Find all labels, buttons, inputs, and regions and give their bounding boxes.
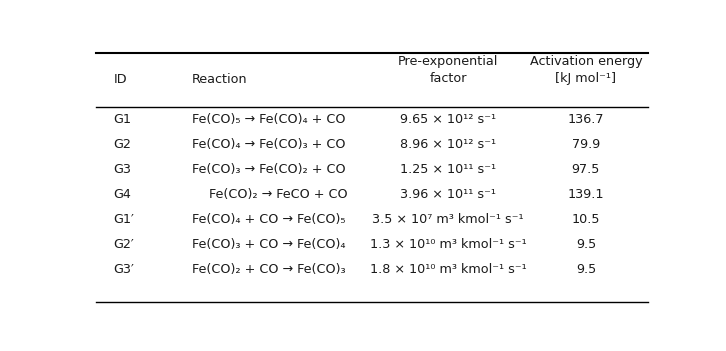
Text: 8.96 × 10¹² s⁻¹: 8.96 × 10¹² s⁻¹ (400, 138, 496, 151)
Text: G2: G2 (113, 138, 131, 151)
Text: 9.5: 9.5 (576, 264, 596, 277)
Text: 97.5: 97.5 (571, 163, 600, 176)
Text: 9.5: 9.5 (576, 238, 596, 251)
Text: G1: G1 (113, 113, 131, 126)
Text: G3′: G3′ (113, 264, 134, 277)
Text: Fe(CO)₄ + CO → Fe(CO)₅: Fe(CO)₄ + CO → Fe(CO)₅ (192, 213, 346, 226)
Text: Activation energy
[kJ mol⁻¹]: Activation energy [kJ mol⁻¹] (529, 55, 643, 86)
Text: G3: G3 (113, 163, 131, 176)
Text: Fe(CO)₅ → Fe(CO)₄ + CO: Fe(CO)₅ → Fe(CO)₄ + CO (192, 113, 346, 126)
Text: 1.25 × 10¹¹ s⁻¹: 1.25 × 10¹¹ s⁻¹ (400, 163, 496, 176)
Text: 1.8 × 10¹⁰ m³ kmol⁻¹ s⁻¹: 1.8 × 10¹⁰ m³ kmol⁻¹ s⁻¹ (370, 264, 526, 277)
Text: Fe(CO)₃ + CO → Fe(CO)₄: Fe(CO)₃ + CO → Fe(CO)₄ (192, 238, 346, 251)
Text: Fe(CO)₂ + CO → Fe(CO)₃: Fe(CO)₂ + CO → Fe(CO)₃ (192, 264, 346, 277)
Text: 10.5: 10.5 (571, 213, 600, 226)
Text: 9.65 × 10¹² s⁻¹: 9.65 × 10¹² s⁻¹ (400, 113, 496, 126)
Text: Pre-exponential
factor: Pre-exponential factor (398, 55, 498, 86)
Text: 139.1: 139.1 (568, 188, 604, 201)
Text: G2′: G2′ (113, 238, 134, 251)
Text: G1′: G1′ (113, 213, 134, 226)
Text: Reaction: Reaction (192, 73, 248, 86)
Text: Fe(CO)₃ → Fe(CO)₂ + CO: Fe(CO)₃ → Fe(CO)₂ + CO (192, 163, 346, 176)
Text: Fe(CO)₄ → Fe(CO)₃ + CO: Fe(CO)₄ → Fe(CO)₃ + CO (192, 138, 346, 151)
Text: G4: G4 (113, 188, 131, 201)
Text: Fe(CO)₂ → FeCO + CO: Fe(CO)₂ → FeCO + CO (209, 188, 348, 201)
Text: 3.5 × 10⁷ m³ kmol⁻¹ s⁻¹: 3.5 × 10⁷ m³ kmol⁻¹ s⁻¹ (372, 213, 524, 226)
Text: ID: ID (113, 73, 127, 86)
Text: 3.96 × 10¹¹ s⁻¹: 3.96 × 10¹¹ s⁻¹ (400, 188, 496, 201)
Text: 1.3 × 10¹⁰ m³ kmol⁻¹ s⁻¹: 1.3 × 10¹⁰ m³ kmol⁻¹ s⁻¹ (370, 238, 526, 251)
Text: 79.9: 79.9 (572, 138, 600, 151)
Text: 136.7: 136.7 (568, 113, 604, 126)
